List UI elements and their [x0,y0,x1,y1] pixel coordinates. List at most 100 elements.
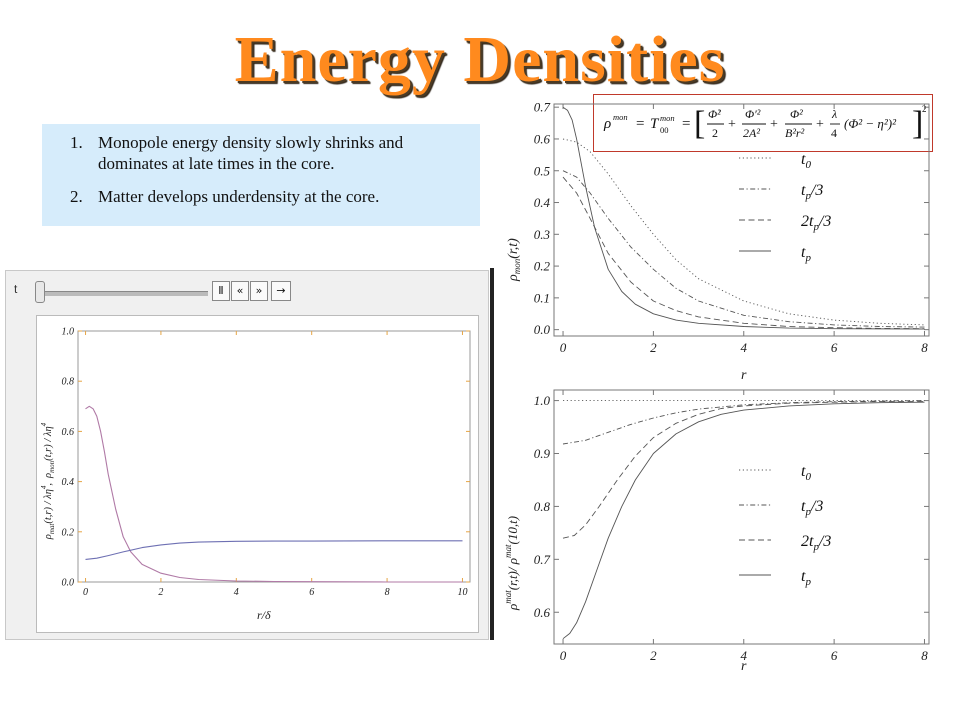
formula-graphic: ρ mon = T mon 00 = [ Φ̇² 2 + Φ′² 2A² + Φ… [603,104,927,142]
plot-frame [77,330,471,583]
series-line [562,401,925,539]
note-number: 2. [70,187,83,206]
x-tick-label: 2 [158,587,163,598]
x-tick-label: 0 [560,340,567,355]
slower-button[interactable]: » [250,281,268,301]
formula-eq: = [682,116,690,132]
page-title: Energy Densities [234,23,726,96]
x-tick-label: 8 [921,648,928,663]
y-axis-label: ρmat(r,t)/ ρmat(10,t) [503,516,520,611]
y-tick-label: 1.0 [62,327,75,338]
pause-button[interactable]: Ⅱ [212,281,230,301]
step-button[interactable]: → [271,281,291,301]
x-axis-label: r [741,368,747,383]
y-tick-label: 0.5 [534,163,551,178]
y-tick-label: 0.2 [62,527,75,538]
y-tick-label: 0.6 [534,605,551,620]
y-tick-label: 0.1 [534,290,550,305]
manipulate-controls: t Ⅱ « » → [6,271,488,311]
x-tick-label: 2 [650,340,657,355]
y-tick-label: 0.7 [534,552,551,567]
legend-label: tp/3 [801,498,823,518]
formula-term4-den: 4 [831,126,837,140]
formula-t-sub: 00 [660,125,669,135]
notes-box: 1. Monopole energy density slowly shrink… [42,124,480,226]
plot-frame [553,389,930,645]
formula-plus: + [770,117,778,132]
formula-term4-paren: (Φ² − η²)² [844,116,897,131]
y-tick-label: 0.8 [62,377,75,388]
time-slider-thumb[interactable] [35,281,45,303]
x-tick-label: 4 [234,587,239,598]
formula-term1-num: Φ̇² [708,107,721,121]
formula-rho-sup: mon [613,112,628,122]
manipulate-panel: t Ⅱ « » → 0 2 4 6 8 10 0.0 0.2 0.4 0.6 0.8 1.0 r/δ … [5,270,489,640]
formula-plus: + [816,117,824,132]
series-line [85,540,463,560]
faster-button[interactable]: « [231,281,249,301]
y-axis-label: ρmat(t,r) / λη4,ρmon(t,r) / λη4 [40,422,56,540]
note-text: Matter develops underdensity at the core… [98,187,380,206]
matter-density-ratio-chart: 0 2 4 6 8 0.6 0.7 0.8 0.9 1.0 t0 tp/3 2tp/3 tp r ρma… [503,389,930,674]
monopole-density-chart: 0 2 4 6 8 0.0 0.1 0.2 0.3 0.4 0.5 0.6 0.7 t0 tp/3 2tp/… [506,100,930,383]
formula-term3-num: Φ² [790,107,803,121]
slider-label: t [14,282,18,296]
series-line [562,170,925,328]
note-item: 1. Monopole energy density slowly shrink… [70,132,470,174]
y-tick-label: 0.8 [534,499,551,514]
x-tick-label: 8 [921,340,928,355]
y-tick-label: 0.4 [534,195,551,210]
formula-bracket-open: [ [694,105,705,142]
formula-term2-den: 2A² [743,126,760,140]
series-line [562,401,925,640]
y-tick-label: 0.9 [534,446,551,461]
series-line [562,176,925,330]
animated-density-chart: 0 2 4 6 8 10 0.0 0.2 0.4 0.6 0.8 1.0 r/δ ρmat(t,r) … [40,327,471,622]
note-text: Monopole energy density slowly shrinks a… [98,133,404,173]
formula-term1-den: 2 [712,126,718,140]
formula-eq: = [636,116,644,132]
formula-bracket-close: ] [912,105,923,142]
x-tick-label: 8 [385,587,390,598]
x-tick-label: 4 [741,340,748,355]
legend-label: tp/3 [801,182,823,202]
x-tick-label: 0 [560,648,567,663]
legend-label: t0 [801,151,811,171]
time-slider-track[interactable] [36,291,208,296]
formula-t-sup: mon [660,113,675,123]
plot-frame [553,103,930,337]
series-line [562,138,925,326]
y-tick-label: 0.0 [62,578,75,589]
x-tick-label: 6 [831,648,838,663]
x-tick-label: 6 [309,587,314,598]
legend-label: tp [801,568,811,588]
y-tick-label: 1.0 [534,393,551,408]
legend-label: 2tp/3 [801,533,831,553]
x-axis-label: r/δ [257,608,271,622]
y-tick-label: 0.2 [534,259,551,274]
panel-divider [490,268,494,640]
y-tick-label: 0.4 [62,477,75,488]
x-tick-label: 4 [741,648,748,663]
x-tick-label: 6 [831,340,838,355]
formula-t: T [650,116,660,132]
y-tick-label: 0.6 [62,427,75,438]
formula-term3-den: B²r² [785,126,805,140]
y-axis-label: ρmon(r,t) [506,238,522,282]
series-line [85,405,463,583]
animation-plot-panel: 0 2 4 6 8 10 0.0 0.2 0.4 0.6 0.8 1.0 r/δ ρmat(t,r) … [36,315,479,633]
formula-plus: + [728,117,736,132]
series-line [562,106,925,330]
legend-label: tp [801,244,811,264]
note-item: 2. Matter develops underdensity at the c… [70,186,470,207]
series-line [562,400,925,445]
formula-term4-num: λ [831,107,837,121]
note-number: 1. [70,133,83,152]
y-tick-label: 0.3 [534,227,551,242]
legend-label: t0 [801,463,811,483]
y-tick-label: 0.6 [534,132,551,147]
formula-rho: ρ [603,116,611,132]
y-tick-label: 0.7 [534,100,551,115]
y-tick-label: 0.0 [534,322,551,337]
x-axis-label: r [741,659,747,674]
